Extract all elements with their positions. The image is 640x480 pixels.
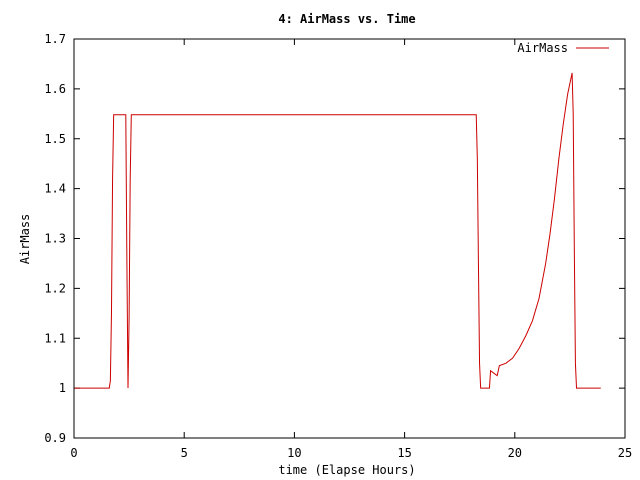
y-tick-label: 0.9 <box>44 431 66 445</box>
x-tick-label: 0 <box>70 446 77 460</box>
y-tick-label: 1.2 <box>44 281 66 295</box>
x-tick-label: 25 <box>618 446 632 460</box>
y-tick-label: 1.3 <box>44 232 66 246</box>
x-tick-label: 10 <box>287 446 301 460</box>
x-tick-label: 5 <box>181 446 188 460</box>
x-tick-label: 20 <box>508 446 522 460</box>
x-tick-label: 15 <box>397 446 411 460</box>
legend: AirMass <box>517 41 609 55</box>
series-group <box>74 72 601 389</box>
y-tick-label: 1.7 <box>44 32 66 46</box>
y-tick-label: 1.1 <box>44 331 66 345</box>
axis-ticks: 0 5 10 15 20 25 0.9 1 1.1 1.2 1.3 1.4 1.5 1.6 1.7 <box>44 32 632 460</box>
y-axis-label: AirMass <box>18 214 32 265</box>
y-tick-label: 1 <box>59 381 66 395</box>
chart-title: 4: AirMass vs. Time <box>278 12 415 26</box>
x-axis-label: time (Elapse Hours) <box>278 463 415 477</box>
y-tick-label: 1.5 <box>44 132 66 146</box>
y-tick-label: 1.6 <box>44 82 66 96</box>
plot-frame <box>73 38 626 439</box>
y-tick-label: 1.4 <box>44 182 66 196</box>
legend-label-airmass: AirMass <box>517 41 568 55</box>
series-line-airmass <box>74 72 601 389</box>
